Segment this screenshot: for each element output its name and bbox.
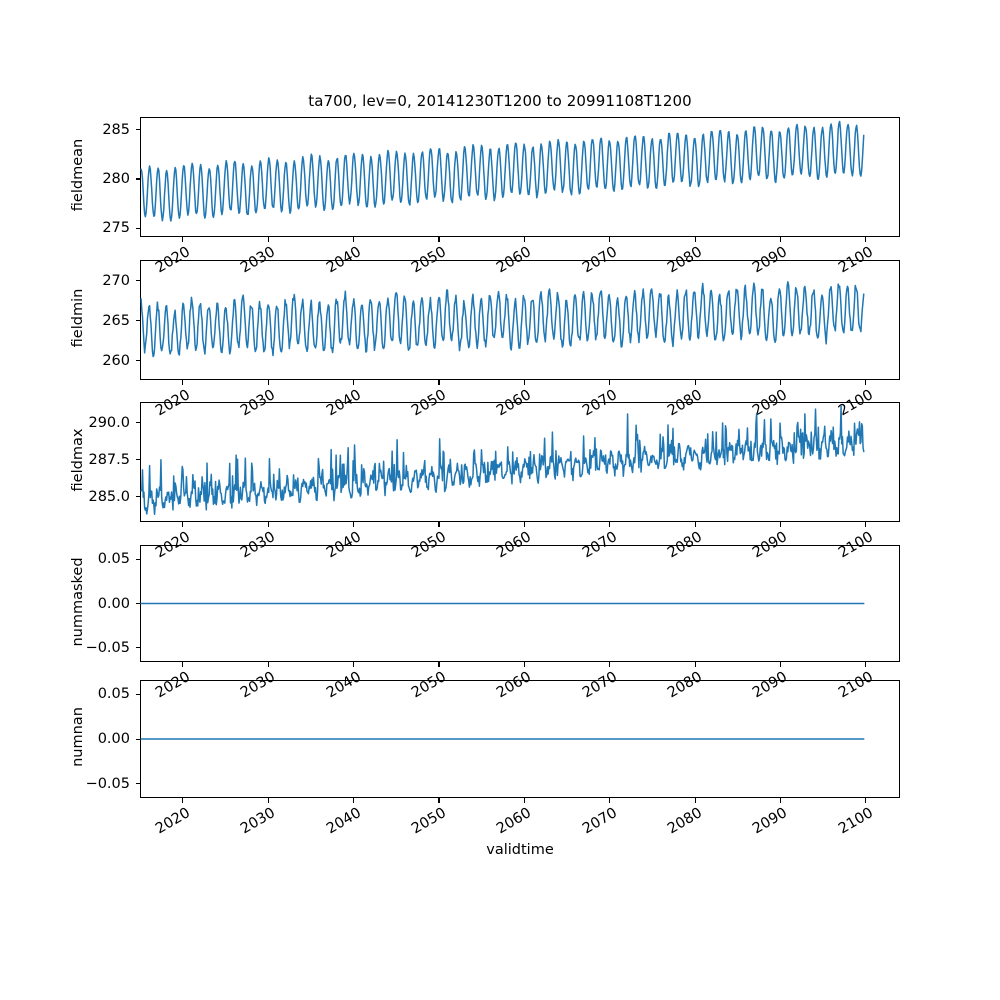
x-tick-mark (438, 522, 440, 527)
x-tick-mark (609, 237, 611, 242)
x-tick-mark (438, 798, 440, 803)
subplot-nummasked (140, 545, 900, 662)
data-line-numnan (141, 681, 899, 797)
x-tick-mark (609, 798, 611, 803)
x-tick-mark (353, 798, 355, 803)
x-tick-mark (779, 662, 782, 667)
y-axis-label-fieldmax: fieldmax (70, 428, 86, 492)
x-tick-mark (182, 522, 184, 527)
x-tick-mark (353, 237, 355, 242)
x-tick-mark (779, 380, 782, 385)
x-tick-mark (779, 798, 782, 803)
subplot-numnan (140, 680, 900, 798)
x-tick-mark (609, 380, 611, 385)
x-tick-mark (609, 522, 611, 527)
x-tick-mark (353, 522, 355, 527)
y-tick-mark (135, 320, 140, 322)
x-tick-mark (267, 522, 269, 527)
x-tick-mark (609, 662, 611, 667)
y-tick-label: 0.05 (97, 551, 130, 568)
data-line-nummasked (141, 546, 899, 661)
data-line-fieldmax (141, 403, 899, 521)
x-tick-mark (353, 662, 355, 667)
x-tick-mark (694, 237, 696, 242)
x-tick-mark (438, 380, 440, 385)
y-tick-mark (135, 459, 140, 461)
x-axis-label: validtime (486, 842, 554, 858)
y-tick-label: 260 (102, 352, 130, 369)
y-tick-mark (135, 783, 140, 785)
x-tick-mark (694, 662, 696, 667)
x-tick-mark (779, 237, 782, 242)
y-axis-label-fieldmean: fieldmean (70, 138, 86, 212)
y-tick-label: 0.05 (97, 686, 130, 703)
subplot-fieldmin (140, 260, 900, 380)
x-tick-mark (523, 380, 525, 385)
x-tick-mark (523, 662, 525, 667)
series-path (141, 121, 864, 221)
y-tick-mark (135, 603, 140, 605)
y-tick-label: 285 (102, 121, 130, 138)
x-tick-mark (267, 662, 269, 667)
y-tick-mark (135, 647, 140, 649)
y-tick-label: 285.0 (88, 488, 130, 505)
y-tick-mark (135, 129, 140, 131)
subplot-fieldmax (140, 402, 900, 522)
data-line-fieldmin (141, 261, 899, 379)
y-tick-mark (135, 360, 140, 362)
x-tick-mark (865, 380, 867, 385)
x-tick-mark (182, 237, 184, 242)
y-tick-label: 0.00 (97, 595, 130, 612)
y-tick-mark (135, 496, 140, 498)
data-line-fieldmean (141, 118, 899, 236)
x-tick-mark (865, 522, 867, 527)
y-tick-label: 0.00 (97, 731, 130, 747)
x-tick-mark (182, 380, 184, 385)
y-axis-label-fieldmin: fieldmin (70, 288, 86, 348)
series-path (141, 282, 864, 357)
x-tick-mark (182, 798, 184, 803)
x-tick-mark (779, 522, 782, 527)
x-tick-mark (865, 237, 867, 242)
x-tick-mark (523, 522, 525, 527)
y-tick-label: 290.0 (88, 414, 130, 431)
x-tick-mark (267, 798, 269, 803)
y-axis-label-numnan: numnan (70, 707, 86, 767)
subplot-fieldmean (140, 117, 900, 237)
y-tick-mark (135, 422, 140, 424)
y-tick-mark (135, 738, 140, 740)
chart-title: ta700, lev=0, 20141230T1200 to 20991108T… (308, 92, 692, 110)
x-tick-mark (182, 662, 184, 667)
y-tick-mark (135, 280, 140, 282)
x-tick-mark (267, 237, 269, 242)
y-axis-label-nummasked: nummasked (70, 556, 86, 647)
x-tick-mark (353, 380, 355, 385)
x-tick-mark (865, 662, 867, 667)
y-tick-label: 280 (102, 170, 130, 187)
x-tick-mark (523, 237, 525, 242)
x-tick-mark (523, 798, 525, 803)
y-tick-label: 287.5 (88, 451, 130, 468)
x-tick-mark (438, 662, 440, 667)
y-tick-mark (135, 693, 140, 695)
y-tick-label: −0.05 (85, 639, 130, 656)
x-tick-mark (438, 237, 440, 242)
y-tick-mark (135, 227, 140, 229)
x-tick-mark (694, 380, 696, 385)
x-tick-mark (694, 798, 696, 803)
y-tick-mark (135, 558, 140, 560)
y-tick-label: −0.05 (85, 775, 130, 792)
x-tick-mark (694, 522, 696, 527)
x-tick-mark (865, 798, 867, 803)
y-tick-mark (135, 178, 140, 180)
y-tick-label: 275 (102, 220, 130, 237)
series-path (141, 406, 864, 514)
y-tick-label: 270 (102, 272, 130, 289)
y-tick-label: 265 (102, 312, 130, 329)
x-tick-mark (267, 380, 269, 385)
